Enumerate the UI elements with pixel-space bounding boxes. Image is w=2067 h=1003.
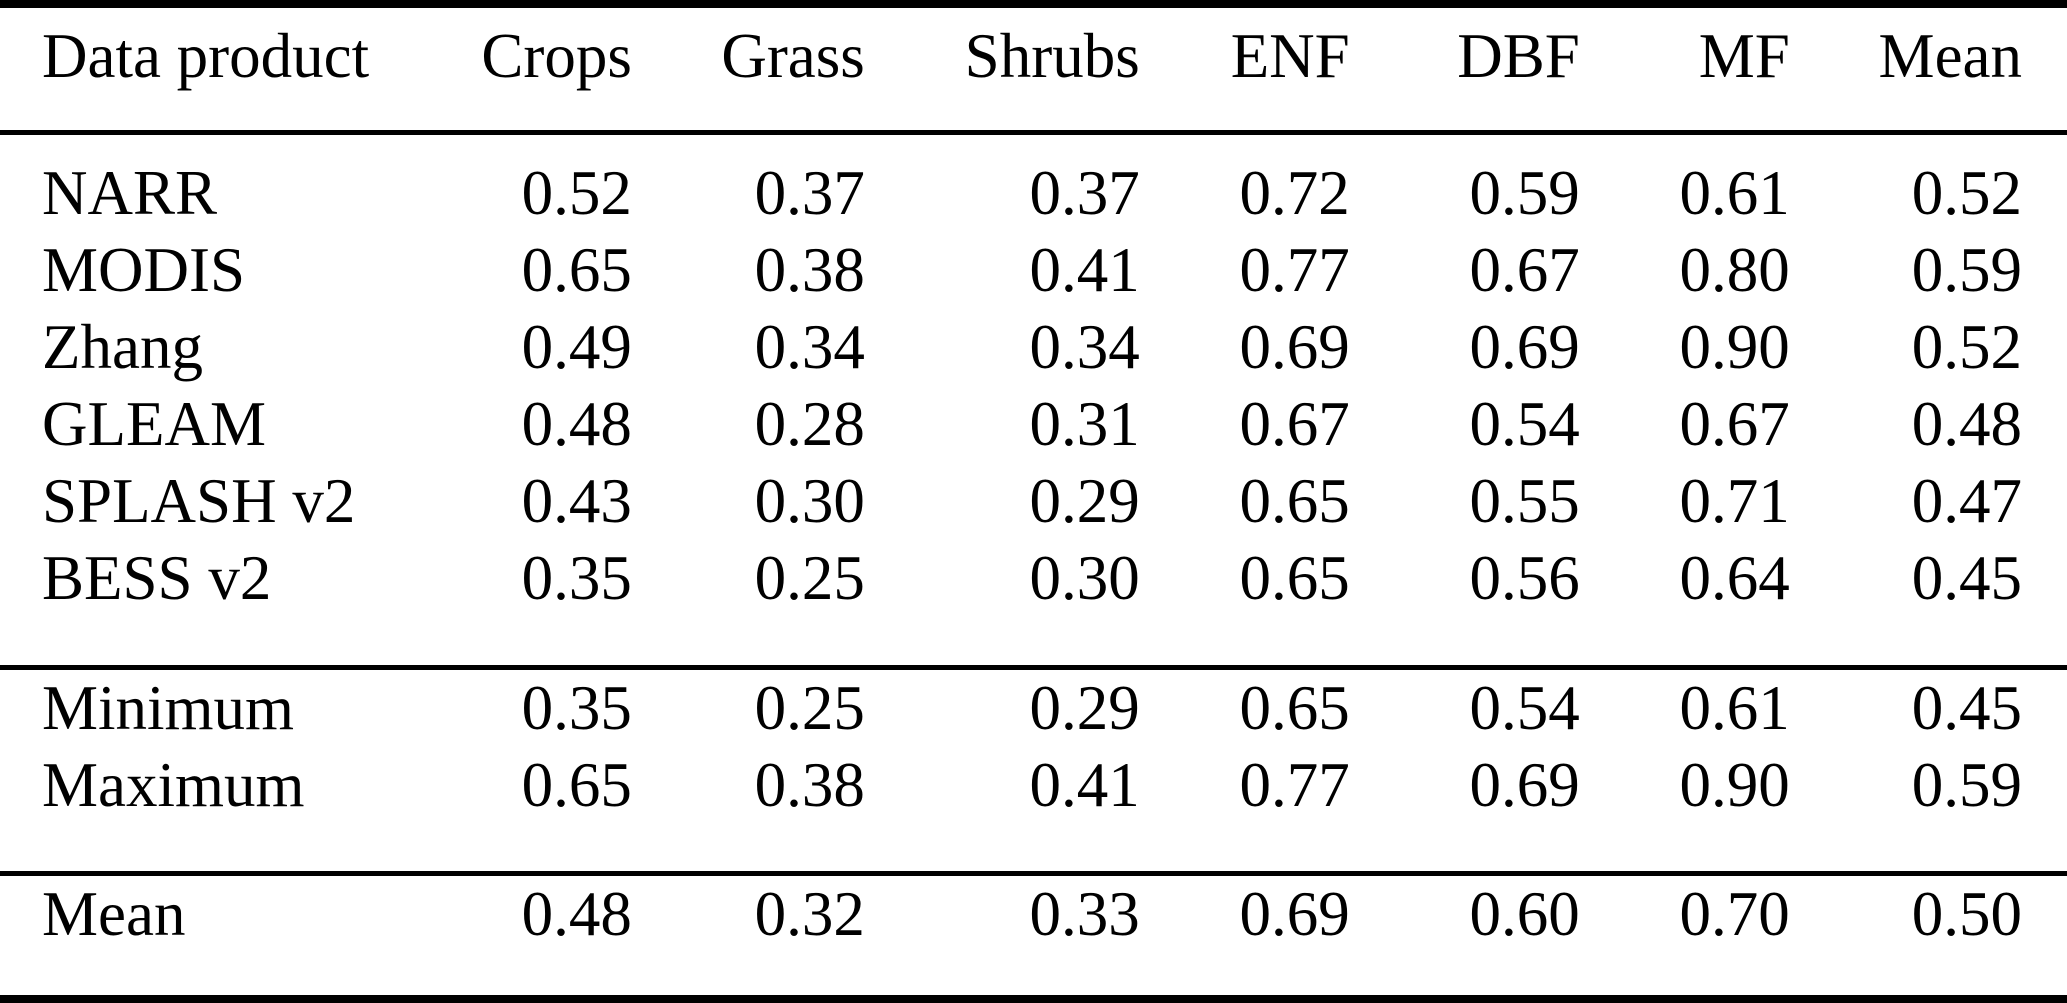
cell: 0.33: [864, 871, 1140, 999]
cell: 0.71: [1679, 466, 1790, 536]
cell: 0.67: [1679, 389, 1790, 459]
summary-label: Mean: [0, 871, 350, 999]
cell: 0.60: [1349, 871, 1580, 999]
header-enf: ENF: [1139, 4, 1350, 135]
cell: 0.35: [349, 665, 632, 747]
cell: 0.59: [1911, 750, 2022, 820]
header-data-product: Data product: [0, 4, 369, 135]
cell: 0.52: [1911, 312, 2022, 382]
cell: 0.70: [1579, 871, 1790, 999]
header-mean: Mean: [1789, 4, 2067, 135]
row-minimum: Minimum 0.35 0.25 0.29 0.65 0.54 0.61 0.…: [0, 665, 2067, 747]
cell: 0.54: [1469, 389, 1580, 459]
header-shrubs: Shrubs: [864, 4, 1140, 135]
product-label: Zhang: [42, 312, 203, 382]
cell: 0.28: [754, 389, 865, 459]
cell: 0.67: [1239, 389, 1350, 459]
product-label: MODIS: [42, 235, 246, 305]
cell: 0.38: [754, 750, 865, 820]
cell: 0.29: [1029, 466, 1140, 536]
cell: 0.45: [1789, 665, 2067, 747]
cell: 0.50: [1789, 871, 2067, 999]
min-max-section: Minimum 0.35 0.25 0.29 0.65 0.54 0.61 0.…: [0, 665, 2067, 874]
cell: 0.48: [521, 389, 632, 459]
cell: 0.48: [1911, 389, 2022, 459]
cell: 0.41: [1029, 235, 1140, 305]
cell: 0.80: [1679, 235, 1790, 305]
cell: 0.25: [631, 665, 865, 747]
cell: 0.45: [1911, 543, 2022, 613]
cell: 0.65: [1239, 543, 1350, 613]
cell: 0.29: [864, 665, 1140, 747]
cell: 0.25: [754, 543, 865, 613]
mean-section: Mean 0.48 0.32 0.33 0.69 0.60 0.70 0.50: [0, 871, 2067, 999]
cell: 0.56: [1469, 543, 1580, 613]
cell: 0.77: [1239, 235, 1350, 305]
cell: 0.47: [1911, 466, 2022, 536]
product-label: NARR: [42, 158, 218, 228]
table-header: Data product Crops Grass Shrubs ENF DBF …: [0, 4, 2067, 135]
cell: 0.30: [754, 466, 865, 536]
cell: 0.55: [1469, 466, 1580, 536]
cell: 0.52: [521, 158, 632, 228]
cell: 0.67: [1469, 235, 1580, 305]
cell: 0.65: [1139, 665, 1350, 747]
cell: 0.69: [1469, 312, 1580, 382]
header-dbf: DBF: [1349, 4, 1580, 135]
row-bess-v2: BESS v2 0.35 0.25 0.30 0.65 0.56 0.64 0.…: [0, 540, 2067, 668]
cell: 0.54: [1349, 665, 1580, 747]
cell: 0.90: [1679, 312, 1790, 382]
cell: 0.34: [754, 312, 865, 382]
row-narr: NARR 0.52 0.37 0.37 0.72 0.59 0.61 0.52: [0, 133, 2067, 233]
cell: 0.43: [521, 466, 632, 536]
header-grass: Grass: [631, 4, 865, 135]
row-mean: Mean 0.48 0.32 0.33 0.69 0.60 0.70 0.50: [0, 871, 2067, 999]
header-mf: MF: [1579, 4, 1790, 135]
cell: 0.48: [349, 871, 632, 999]
cell: 0.34: [1029, 312, 1140, 382]
cell: 0.30: [1029, 543, 1140, 613]
row-gleam: GLEAM 0.48 0.28 0.31 0.67 0.54 0.67 0.48: [0, 386, 2067, 463]
cell: 0.65: [521, 235, 632, 305]
cell: 0.32: [631, 871, 865, 999]
cell: 0.65: [1239, 466, 1350, 536]
cell: 0.64: [1679, 543, 1790, 613]
products-section: NARR 0.52 0.37 0.37 0.72 0.59 0.61 0.52 …: [0, 133, 2067, 668]
header-row: Data product Crops Grass Shrubs ENF DBF …: [0, 4, 2067, 135]
row-zhang: Zhang 0.49 0.34 0.34 0.69 0.69 0.90 0.52: [0, 309, 2067, 386]
cell: 0.37: [1029, 158, 1140, 228]
product-label: BESS v2: [42, 543, 272, 613]
row-splash-v2: SPLASH v2 0.43 0.30 0.29 0.65 0.55 0.71 …: [0, 463, 2067, 540]
stat-label: Maximum: [42, 750, 305, 820]
row-maximum: Maximum 0.65 0.38 0.41 0.77 0.69 0.90 0.…: [0, 747, 2067, 874]
cell: 0.59: [1469, 158, 1580, 228]
cell: 0.52: [1911, 158, 2022, 228]
cell: 0.69: [1469, 750, 1580, 820]
cell: 0.41: [1029, 750, 1140, 820]
header-crops: Crops: [349, 4, 632, 135]
product-label: GLEAM: [42, 389, 266, 459]
cell: 0.69: [1139, 871, 1350, 999]
row-modis: MODIS 0.65 0.38 0.41 0.77 0.67 0.80 0.59: [0, 232, 2067, 309]
cell: 0.49: [521, 312, 632, 382]
cell: 0.90: [1679, 750, 1790, 820]
product-label: SPLASH v2: [42, 466, 356, 536]
cell: 0.77: [1239, 750, 1350, 820]
cell: 0.61: [1579, 665, 1790, 747]
cell: 0.61: [1679, 158, 1790, 228]
cell: 0.65: [521, 750, 632, 820]
cell: 0.59: [1911, 235, 2022, 305]
cell: 0.38: [754, 235, 865, 305]
cell: 0.35: [521, 543, 632, 613]
stat-label: Minimum: [0, 665, 350, 747]
cell: 0.69: [1239, 312, 1350, 382]
cell: 0.72: [1239, 158, 1350, 228]
cell: 0.31: [1029, 389, 1140, 459]
cell: 0.37: [754, 158, 865, 228]
